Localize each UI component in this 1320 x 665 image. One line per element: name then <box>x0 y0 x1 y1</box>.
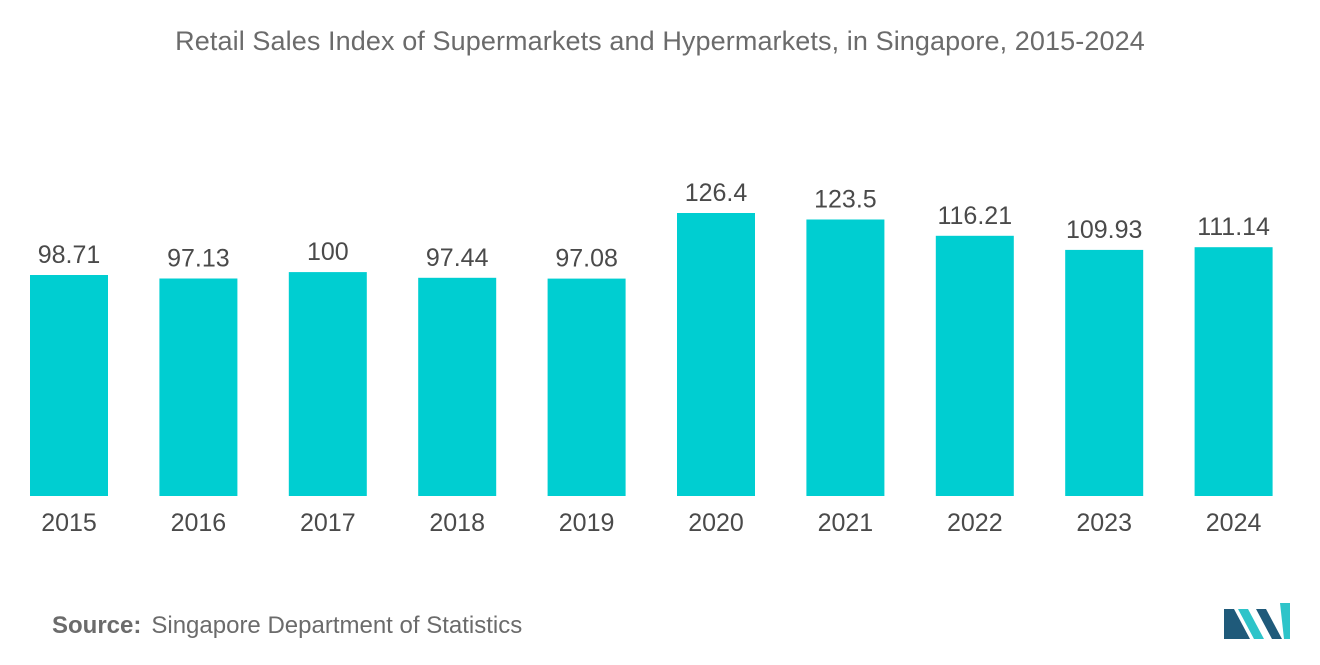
bar-2018 <box>418 277 497 496</box>
source-label: Source: <box>52 612 142 639</box>
bar-2015 <box>30 275 108 496</box>
category-label-2020: 2020 <box>688 509 744 537</box>
bar-2021 <box>806 219 885 496</box>
value-label-2018: 97.44 <box>426 244 489 272</box>
value-label-2017: 100 <box>307 238 349 266</box>
category-label-2022: 2022 <box>947 509 1003 537</box>
chart-title: Retail Sales Index of Supermarkets and H… <box>175 26 1145 56</box>
bar-2022 <box>935 235 1014 497</box>
bar-chart: 98.71 97.13 100 97.44 97.08 126.4 123.5 116.21 1… <box>30 179 1273 537</box>
value-label-2016: 97.13 <box>167 245 230 273</box>
source-text: Singapore Department of Statistics <box>151 612 523 639</box>
category-label-2016: 2016 <box>171 509 227 537</box>
value-label-2019: 97.08 <box>555 245 618 273</box>
bars-group <box>30 213 1273 497</box>
bar-2016 <box>159 278 238 496</box>
category-label-2023: 2023 <box>1076 509 1132 537</box>
value-label-2024: 111.14 <box>1197 213 1270 241</box>
value-labels-group: 98.71 97.13 100 97.44 97.08 126.4 123.5 116.21 1… <box>38 179 1270 273</box>
source-note: Source: Singapore Department of Statistic… <box>52 612 522 640</box>
mordor-intelligence-logo-icon <box>1224 603 1290 639</box>
category-label-2024: 2024 <box>1206 509 1262 537</box>
bar-2024 <box>1194 247 1273 496</box>
category-label-2018: 2018 <box>429 509 485 537</box>
value-label-2020: 126.4 <box>685 179 748 207</box>
category-label-2021: 2021 <box>818 509 874 537</box>
category-label-2019: 2019 <box>559 509 615 537</box>
value-label-2022: 116.21 <box>937 202 1012 230</box>
bar-2019 <box>547 278 626 496</box>
category-label-2017: 2017 <box>300 509 356 537</box>
value-label-2021: 123.5 <box>814 186 877 214</box>
category-label-2015: 2015 <box>41 509 97 537</box>
bar-2017 <box>288 272 367 496</box>
value-label-2023: 109.93 <box>1066 216 1142 244</box>
bar-2023 <box>1065 249 1144 496</box>
bar-2020 <box>677 213 755 496</box>
value-label-2015: 98.71 <box>38 241 101 269</box>
category-labels-group: 2015 2016 2017 2018 2019 2020 2021 2022 2023 2024 <box>41 509 1261 537</box>
